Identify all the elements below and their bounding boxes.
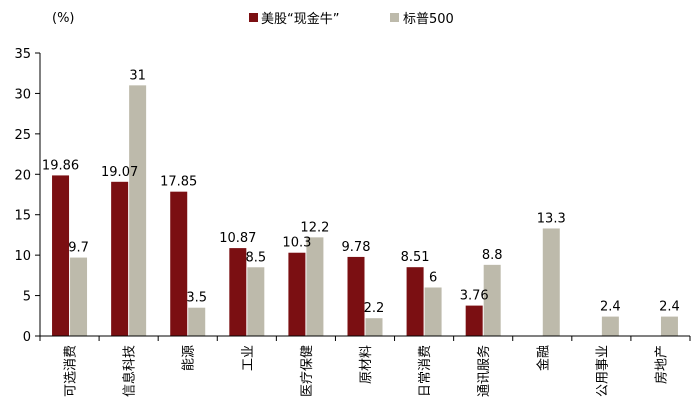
- data-label-sp500: 8.8: [482, 248, 503, 263]
- category-label: 原材料: [359, 345, 374, 384]
- bar-cash-cow: [465, 305, 483, 336]
- category-label: 通讯服务: [476, 345, 492, 397]
- category-label: 工业: [241, 345, 256, 371]
- category-label: 金融: [535, 345, 551, 371]
- data-label-cash-cow: 8.51: [401, 250, 430, 265]
- bar-cash-cow: [288, 252, 306, 336]
- category-label: 房地产: [653, 345, 669, 384]
- legend-label-cash-cow: 美股“现金牛”: [261, 11, 339, 27]
- bar-sp500: [129, 85, 147, 336]
- data-label-cash-cow: 9.78: [342, 240, 371, 255]
- y-tick-label: 30: [14, 87, 31, 102]
- data-label-sp500: 13.3: [537, 211, 566, 226]
- data-label-sp500: 6: [429, 270, 437, 285]
- data-label-cash-cow: 3.76: [460, 289, 489, 304]
- bar-sp500: [424, 287, 442, 336]
- data-label-sp500: 9.7: [68, 241, 89, 256]
- data-label-sp500: 31: [129, 68, 146, 83]
- data-label-sp500: 2.4: [659, 300, 680, 315]
- data-label-cash-cow: 10.3: [282, 236, 311, 251]
- data-label-sp500: 12.2: [300, 220, 329, 235]
- category-label: 可选消费: [64, 345, 79, 397]
- category-label: 公用事业: [595, 345, 610, 397]
- y-tick-label: 35: [14, 47, 31, 62]
- category-label: 能源: [182, 345, 197, 371]
- bar-sp500: [188, 307, 206, 336]
- y-tick-label: 15: [14, 209, 31, 224]
- legend-label-sp500: 标普500: [403, 12, 454, 27]
- data-label-sp500: 2.2: [364, 301, 385, 316]
- legend: 美股“现金牛” 标普500: [249, 11, 454, 27]
- bar-sp500: [483, 264, 501, 336]
- bar-sp500: [365, 318, 383, 336]
- y-tick-label: 5: [23, 290, 31, 305]
- bar-cash-cow: [52, 175, 70, 336]
- bar-cash-cow: [229, 248, 247, 336]
- category-label: 医疗保健: [300, 345, 315, 397]
- data-label-cash-cow: 19.86: [42, 158, 79, 173]
- bar-sp500: [660, 316, 678, 336]
- data-label-sp500: 8.5: [245, 250, 266, 265]
- bar-sp500: [247, 267, 265, 336]
- data-label-sp500: 2.4: [600, 300, 621, 315]
- bar-sp500: [542, 228, 560, 336]
- bars: [52, 85, 678, 336]
- y-tick-label: 10: [14, 249, 31, 264]
- bar-cash-cow: [347, 256, 365, 336]
- legend-swatch-cash-cow: [249, 13, 258, 22]
- bar-cash-cow: [111, 181, 129, 336]
- data-label-cash-cow: 19.07: [101, 165, 138, 180]
- category-label: 信息科技: [122, 345, 138, 397]
- data-label-sp500: 3.5: [186, 291, 207, 306]
- bar-sp500: [306, 237, 324, 336]
- data-label-cash-cow: 10.87: [219, 231, 256, 246]
- bar-sp500: [70, 257, 88, 336]
- bar-cash-cow: [406, 267, 424, 336]
- x-axis: 可选消费 信息科技 能源 工业 医疗保健 原材料 日常消费 通讯服务 金融 公用事业 房地产: [39, 335, 691, 397]
- y-unit-label: (%): [52, 11, 75, 26]
- bar-cash-cow: [170, 191, 188, 336]
- y-tick-label: 0: [23, 330, 31, 345]
- data-label-cash-cow: 17.85: [160, 175, 197, 190]
- y-axis: 0 5 10 15 20 25 30 35: [14, 47, 41, 345]
- category-label: 日常消费: [418, 345, 433, 397]
- data-labels: 19.86 19.07 17.85 10.87 10.3 9.78 8.51 3.76 9.7 3…: [42, 68, 680, 316]
- y-tick-label: 20: [14, 168, 31, 183]
- bar-sp500: [601, 316, 619, 336]
- legend-swatch-sp500: [390, 13, 399, 22]
- y-tick-label: 25: [14, 128, 31, 143]
